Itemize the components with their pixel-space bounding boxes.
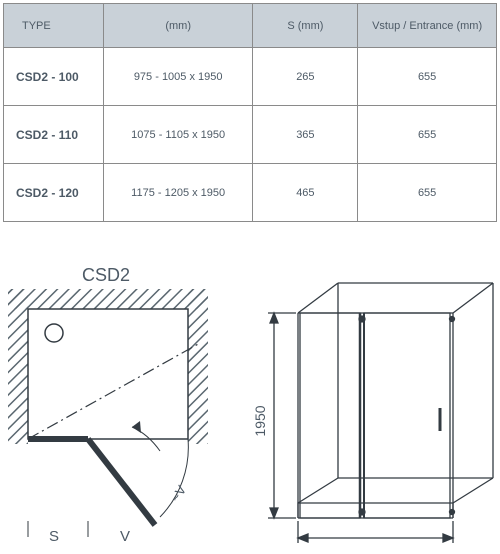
spec-table: TYPE (mm) S (mm) Vstup / Entrance (mm) C…: [3, 3, 497, 222]
cell-entrance: 655: [358, 164, 497, 222]
cell-s: 365: [253, 106, 358, 164]
cell-type: CSD2 - 120: [4, 164, 104, 222]
cell-mm: 1075 - 1105 x 1950: [103, 106, 253, 164]
cell-entrance: 655: [358, 48, 497, 106]
cell-entrance: 655: [358, 106, 497, 164]
cell-type: CSD2 - 100: [4, 48, 104, 106]
table-row: CSD2 - 100 975 - 1005 x 1950 265 655: [4, 48, 497, 106]
table-row: CSD2 - 110 1075 - 1105 x 1950 365 655: [4, 106, 497, 164]
diagrams-area: CSD2 S V ~V: [0, 243, 500, 553]
header-s: S (mm): [253, 4, 358, 48]
plan-title: CSD2: [82, 265, 130, 286]
table-header-row: TYPE (mm) S (mm) Vstup / Entrance (mm): [4, 4, 497, 48]
label-v: V: [120, 528, 130, 545]
plan-diagram: S V ~V: [0, 289, 230, 549]
cell-s: 465: [253, 164, 358, 222]
header-mm: (mm): [103, 4, 253, 48]
label-tv: ~V: [168, 483, 190, 505]
cell-s: 265: [253, 48, 358, 106]
label-s: S: [49, 528, 59, 545]
cell-mm: 975 - 1005 x 1950: [103, 48, 253, 106]
header-entrance: Vstup / Entrance (mm): [358, 4, 497, 48]
cell-mm: 1175 - 1205 x 1950: [103, 164, 253, 222]
table-row: CSD2 - 120 1175 - 1205 x 1950 465 655: [4, 164, 497, 222]
height-label: 1950: [252, 405, 268, 436]
cell-type: CSD2 - 110: [4, 106, 104, 164]
elevation-diagram: 1950: [238, 253, 498, 553]
header-type: TYPE: [4, 4, 104, 48]
